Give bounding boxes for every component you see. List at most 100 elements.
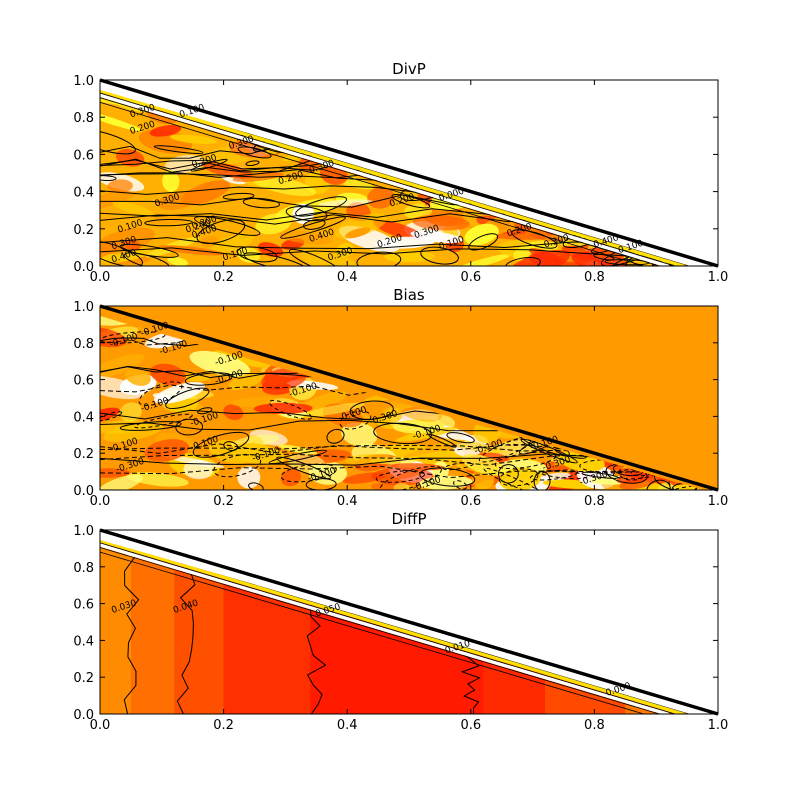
contour-line	[196, 219, 246, 244]
contour-line	[280, 463, 337, 483]
contour-blob	[318, 199, 373, 207]
contour-line	[213, 453, 262, 478]
contour-line	[339, 410, 372, 430]
contour-line	[428, 434, 457, 448]
panels: 0.3000.2000.1000.3000.2000.2000.3000.300…	[73, 60, 729, 733]
contour-blob	[453, 253, 512, 266]
contour-line	[100, 443, 573, 454]
x-tick-label: 0.0	[90, 270, 111, 285]
contour-line	[646, 479, 671, 490]
contour-line	[529, 469, 579, 481]
contour-line	[446, 432, 475, 444]
contour-line	[100, 334, 222, 346]
chart-title: DivP	[392, 60, 426, 78]
y-tick-label: 1.0	[73, 74, 94, 89]
edge-band	[100, 540, 685, 714]
x-tick-label: 0.2	[213, 270, 234, 285]
contour-line	[581, 471, 619, 479]
contour-line	[483, 467, 545, 490]
axes-frame	[99, 305, 719, 491]
contour-line	[100, 101, 644, 266]
x-tick-label: 0.4	[337, 494, 358, 509]
contour-line	[100, 337, 217, 347]
contour-blob	[183, 459, 214, 480]
contour-line	[419, 467, 476, 487]
x-tick-label: 0.2	[213, 718, 234, 733]
contour-line	[442, 461, 474, 471]
chart-title: DiffP	[391, 510, 426, 528]
contour-line	[242, 197, 281, 209]
y-tick-label: 0.2	[73, 671, 94, 686]
contour-blob	[149, 124, 182, 137]
contour-line	[100, 128, 136, 155]
contour-line	[100, 175, 117, 182]
contour-line	[100, 465, 661, 479]
contour-blob	[336, 243, 355, 258]
contour-blob	[341, 422, 378, 447]
contour-blob	[373, 219, 423, 240]
contour-line	[326, 428, 345, 444]
y-tick-label: 0.0	[73, 484, 94, 499]
contour-blob	[464, 223, 499, 246]
x-tick-label: 1.0	[708, 718, 729, 733]
y-tick-label: 0.4	[73, 410, 94, 425]
contour-blob	[170, 134, 218, 145]
y-tick-label: 1.0	[73, 524, 94, 539]
contour-blob	[393, 482, 410, 490]
contour-line	[504, 257, 541, 266]
contour-blob	[100, 248, 151, 263]
contour-blob	[126, 472, 189, 487]
contour-line	[138, 381, 183, 406]
y-tick-label: 0.2	[73, 223, 94, 238]
contour-blob	[100, 109, 143, 132]
boundary-line	[99, 78, 719, 268]
contour-line	[100, 409, 461, 421]
contour-line	[453, 480, 468, 490]
y-tick-label: 0.6	[73, 598, 94, 613]
contour-line	[100, 547, 660, 714]
contour-line	[100, 208, 543, 221]
y-tick-label: 0.8	[73, 337, 94, 352]
contour-line	[165, 387, 210, 410]
y-tick-label: 0.2	[73, 447, 94, 462]
contour-blob	[181, 180, 231, 206]
contour-line	[197, 407, 213, 415]
contour-blob	[144, 439, 190, 462]
contour-line	[123, 542, 140, 714]
contour-blob	[279, 230, 333, 245]
x-tick-label: 0.0	[90, 718, 111, 733]
y-tick-label: 0.4	[73, 634, 94, 649]
contour-line	[100, 411, 123, 422]
contour-line	[192, 431, 250, 458]
contour-line	[100, 366, 321, 379]
contour-line	[305, 478, 337, 490]
contour-line	[100, 237, 640, 250]
contour-blob	[403, 439, 466, 458]
contour-line	[248, 482, 264, 490]
contour-blob	[253, 402, 313, 415]
contour-blob	[167, 256, 189, 266]
contour-blob	[367, 186, 395, 209]
contour-blob	[189, 350, 251, 377]
y-tick-label: 0.4	[73, 186, 94, 201]
contour-line	[100, 92, 675, 266]
contour-line	[119, 243, 179, 258]
contour-line	[100, 419, 498, 432]
contour-blob	[228, 371, 266, 390]
contour-line	[223, 441, 239, 452]
x-tick-label: 0.6	[460, 270, 481, 285]
contour-line	[100, 169, 417, 181]
contour-line	[100, 365, 323, 379]
y-tick-label: 0.8	[73, 111, 94, 126]
contour-band	[100, 540, 132, 714]
x-tick-label: 0.8	[584, 718, 605, 733]
contour-blob	[100, 327, 127, 348]
y-tick-label: 0.0	[73, 708, 94, 723]
contour-line	[100, 542, 675, 714]
contour-blob	[153, 382, 206, 404]
x-tick-label: 0.0	[90, 494, 111, 509]
contour-line	[100, 194, 504, 208]
x-tick-label: 0.6	[460, 494, 481, 509]
contour-blob	[412, 214, 470, 231]
